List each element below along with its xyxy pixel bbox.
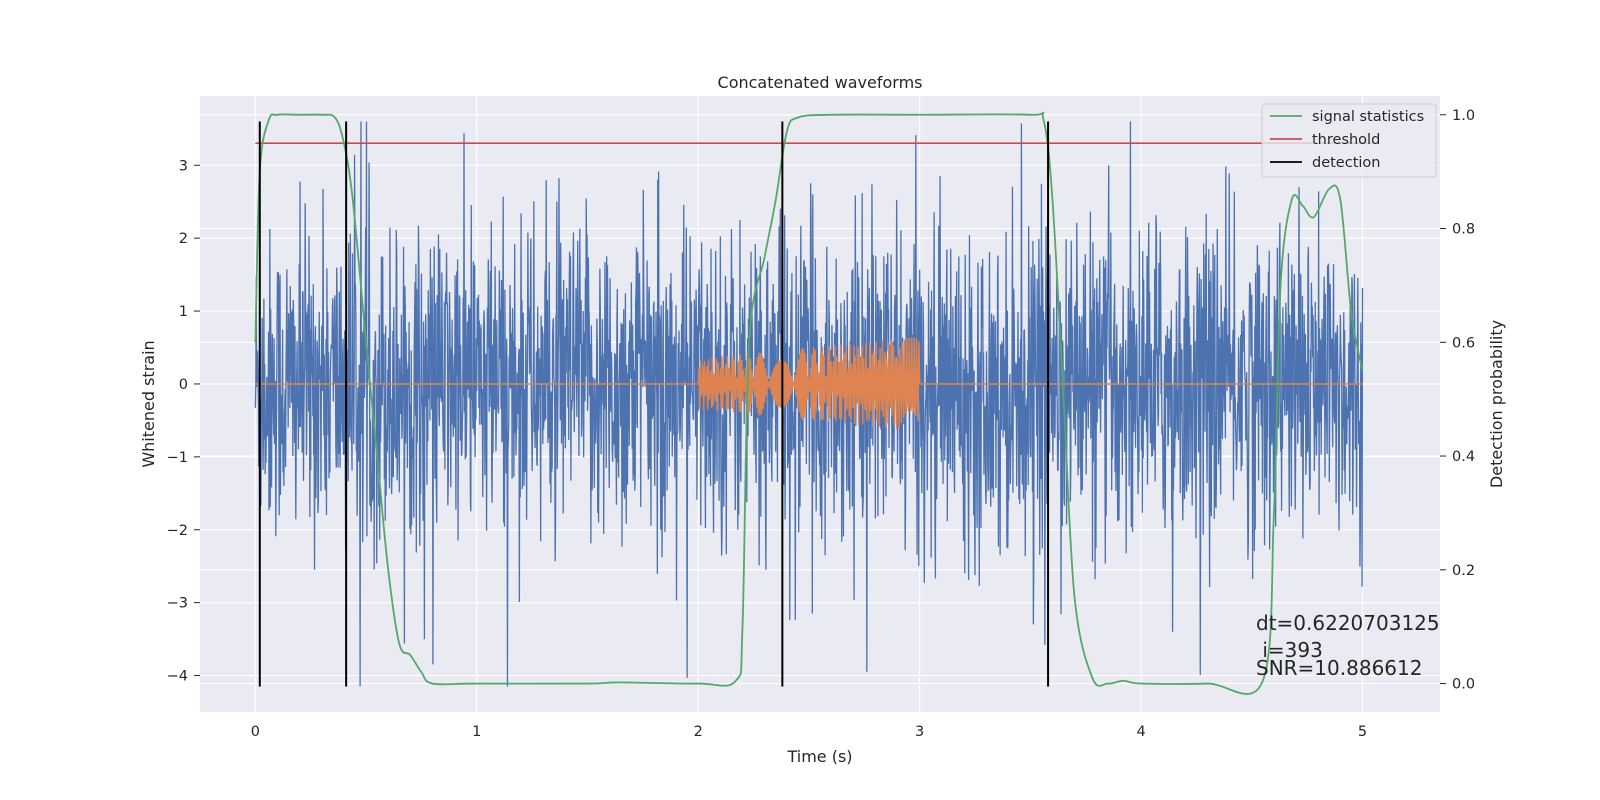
annotation-snr: SNR=10.886612	[1256, 656, 1422, 680]
y-right-tick-label: 0.8	[1452, 222, 1475, 238]
y-right-tick-label: 0.6	[1452, 335, 1475, 351]
chart-title: Concatenated waveforms	[718, 73, 923, 92]
y-right-tick-label: 0.4	[1452, 449, 1475, 465]
template-chirp-line	[255, 337, 1363, 430]
y-right-tick-label: 0.0	[1452, 677, 1475, 693]
legend: signal statistics threshold detection	[1261, 103, 1437, 178]
annotation-index: i=393	[1256, 638, 1323, 662]
y-tick-label: −3	[167, 596, 188, 612]
legend-label-signal-statistics: signal statistics	[1312, 109, 1424, 125]
y-tick-label: 3	[179, 158, 188, 174]
x-tick-label: 4	[1136, 724, 1145, 740]
legend-label-threshold: threshold	[1312, 132, 1380, 148]
y-tick-label: 1	[179, 304, 188, 320]
x-tick-label: 1	[472, 724, 481, 740]
y-tick-label: −2	[167, 523, 188, 539]
legend-box	[1261, 103, 1437, 178]
y-right-tick-label: 1.0	[1452, 108, 1475, 124]
y-tick-label: −4	[167, 669, 188, 685]
x-tick-label: 3	[915, 724, 924, 740]
series-layer	[254, 111, 1374, 695]
annotation-dt: dt=0.6220703125	[1256, 611, 1440, 635]
x-tick-label: 2	[694, 724, 703, 740]
x-axis-label: Time (s)	[786, 747, 852, 766]
y-axis-label: Whitened strain	[139, 340, 158, 467]
y-axis-right-label: Detection probability	[1487, 320, 1506, 488]
strain-noise-line	[254, 121, 1364, 687]
y-tick-label: −1	[167, 450, 188, 466]
y-tick-label: 2	[179, 231, 188, 247]
y-tick-label: 0	[179, 377, 188, 393]
x-tick-label: 0	[251, 724, 260, 740]
legend-label-detection: detection	[1312, 155, 1380, 171]
x-tick-label: 5	[1358, 724, 1367, 740]
annotation-block: dt=0.6220703125 i=393 SNR=10.886612	[1256, 611, 1440, 680]
y-right-tick-label: 0.2	[1452, 563, 1475, 579]
tick-layer: 0 1 2 3 4 5 −4 −3 −2 −1 0 1 2 3 0.0 0.2 0.4 0.6 0.8 1.0	[167, 108, 1475, 740]
